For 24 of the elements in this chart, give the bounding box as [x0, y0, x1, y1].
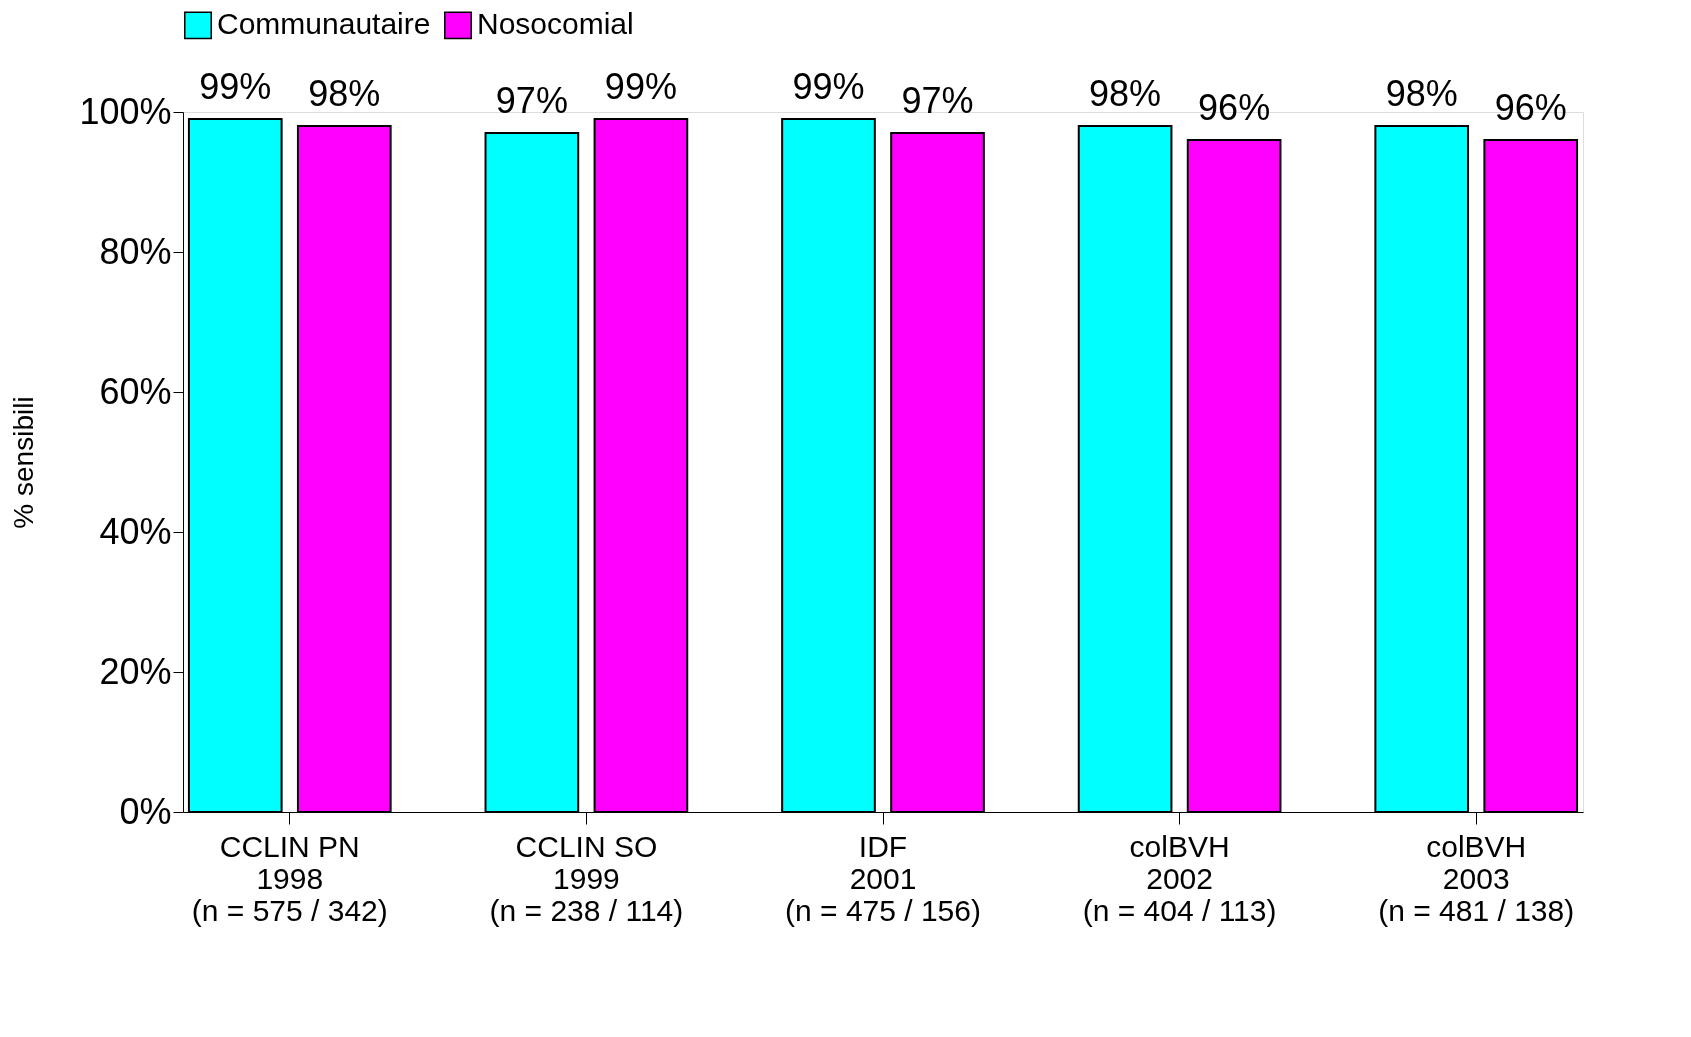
- y-tick-label: 0%: [119, 790, 172, 832]
- data-label: 97%: [495, 80, 568, 121]
- y-tick-label: 40%: [99, 510, 172, 552]
- x-tick-label: colBVH 2003 (n = 481 / 138): [1378, 829, 1575, 927]
- data-label: 98%: [308, 73, 381, 114]
- x-tick-label: CCLIN PN 1998 (n = 575 / 342): [191, 829, 388, 927]
- y-tick-label: 80%: [99, 230, 172, 272]
- y-tick-label: 60%: [99, 370, 172, 412]
- data-label: 97%: [901, 80, 974, 121]
- legend-label: Communautaire: [217, 7, 431, 41]
- data-label: 96%: [1198, 87, 1271, 128]
- y-axis-title: % sensibili: [8, 396, 40, 529]
- x-tick-label: colBVH 2002 (n = 404 / 113): [1082, 829, 1277, 927]
- data-label: 98%: [1089, 73, 1162, 114]
- data-label: 96%: [1494, 87, 1567, 128]
- data-label: 98%: [1385, 73, 1458, 114]
- y-tick-label: 100%: [79, 90, 172, 132]
- x-tick-label: CCLIN SO 1999 (n = 238 / 114): [489, 829, 684, 927]
- x-tick-label: IDF 2001 (n = 475 / 156): [785, 829, 981, 927]
- y-tick-label: 20%: [99, 650, 172, 692]
- legend-label: Nosocomial: [477, 7, 634, 41]
- data-label: 99%: [199, 66, 272, 107]
- data-label: 99%: [604, 66, 677, 107]
- data-label: 99%: [792, 66, 865, 107]
